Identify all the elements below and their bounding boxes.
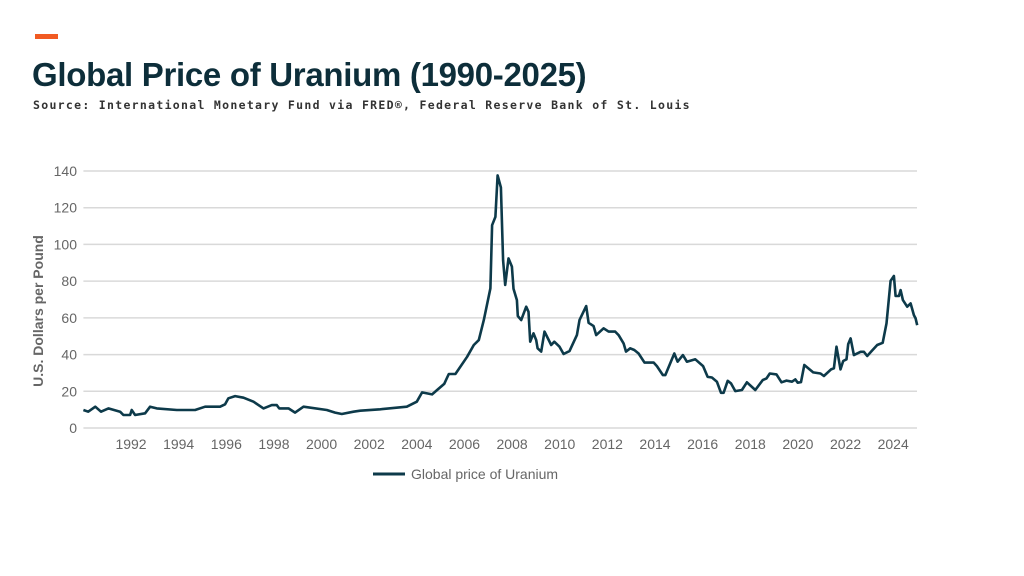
x-tick-label: 2022 — [830, 436, 861, 452]
source-note: Source: International Monetary Fund via … — [33, 98, 691, 112]
x-tick-label: 2018 — [735, 436, 766, 452]
accent-bar — [35, 34, 58, 39]
x-tick-label: 2024 — [878, 436, 909, 452]
x-tick-label: 2010 — [544, 436, 575, 452]
x-tick-label: 1992 — [115, 436, 146, 452]
y-tick-label: 20 — [61, 383, 77, 399]
legend-label: Global price of Uranium — [411, 466, 558, 482]
x-tick-label: 2000 — [306, 436, 337, 452]
x-tick-label: 2014 — [639, 436, 670, 452]
series-line-global-price-of-uranium — [82, 174, 919, 417]
x-tick-label: 1998 — [258, 436, 289, 452]
gridlines — [83, 170, 917, 429]
y-tick-label: 140 — [54, 163, 78, 179]
y-tick-label: 80 — [61, 273, 77, 289]
x-tick-label: 2004 — [401, 436, 432, 452]
x-tick-label: 2016 — [687, 436, 718, 452]
page-title: Global Price of Uranium (1990-2025) — [32, 56, 587, 93]
y-tick-label: 0 — [69, 420, 77, 436]
x-tick-label: 1996 — [211, 436, 242, 452]
x-tick-label: 2012 — [592, 436, 623, 452]
y-tick-label: 120 — [54, 200, 78, 216]
x-tick-label: 2020 — [782, 436, 813, 452]
x-tick-label: 2002 — [354, 436, 385, 452]
y-tick-label: 40 — [61, 347, 77, 363]
x-tick-label: 2008 — [497, 436, 528, 452]
legend: Global price of Uranium — [373, 466, 558, 482]
x-axis-ticks: 1992 1994 1996 1998 2000 2002 2004 2006 2008 2010… — [115, 436, 909, 452]
y-axis-ticks: 0 20 40 60 80 100 120 140 — [54, 163, 78, 436]
y-tick-label: 100 — [54, 236, 78, 252]
x-tick-label: 1994 — [163, 436, 194, 452]
y-tick-label: 60 — [61, 310, 77, 326]
y-axis-label: U.S. Dollars per Pound — [30, 235, 46, 387]
x-tick-label: 2006 — [449, 436, 480, 452]
